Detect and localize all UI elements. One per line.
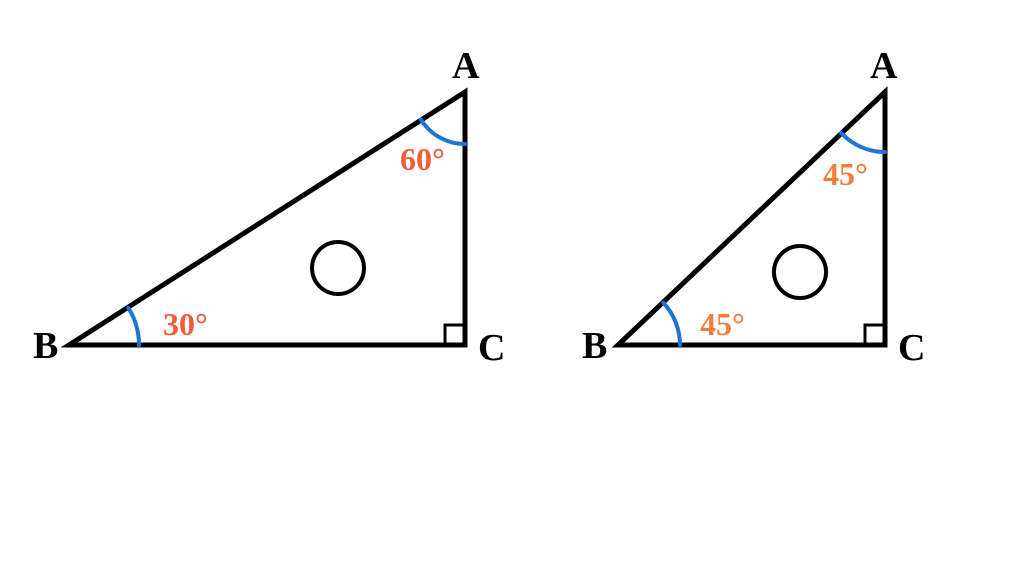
angle-arc-b [128,308,139,345]
angle-arc-a [841,133,885,152]
right-angle-marker [445,325,465,345]
angle-arc-b [663,303,680,345]
vertex-label-b: B [582,325,607,367]
vertex-label-c: C [898,327,925,369]
triangle-outline [618,92,885,345]
angle-label-b: 30° [163,306,208,342]
angle-label-a: 45° [823,156,868,192]
center-circle [312,242,364,294]
center-circle [774,246,826,298]
angle-label-a: 60° [400,141,445,177]
vertex-label-c: C [478,327,505,369]
vertex-label-a: A [870,45,898,87]
angle-label-b: 45° [700,306,745,342]
right-angle-marker [865,325,885,345]
vertex-label-b: B [33,325,58,367]
vertex-label-a: A [452,45,480,87]
